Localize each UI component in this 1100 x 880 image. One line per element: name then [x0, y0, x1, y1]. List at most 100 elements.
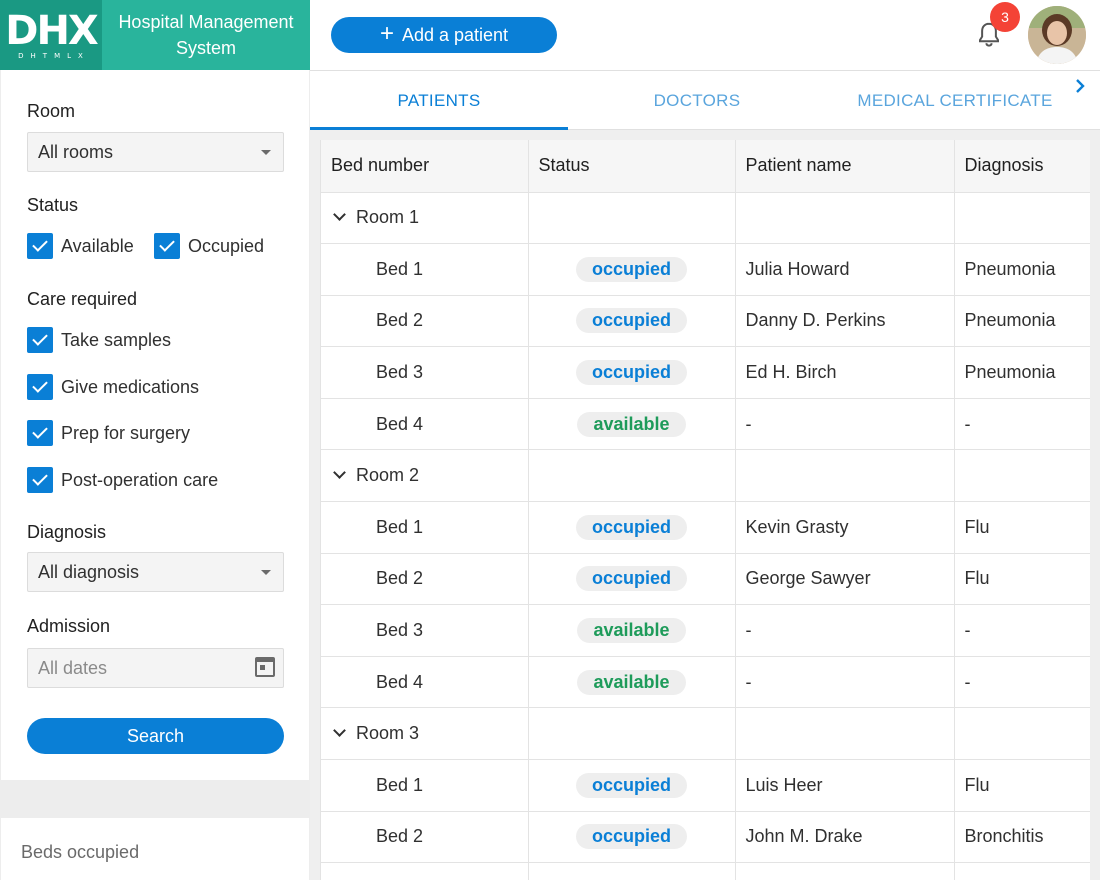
- empty-cell: [954, 707, 1090, 761]
- patient-name-cell: George Sawyer: [735, 553, 955, 606]
- status-badge: occupied: [575, 566, 687, 592]
- table-row[interactable]: Bed 2 occupied John M. Drake Bronchitis: [321, 811, 1090, 864]
- status-occupied-checkbox[interactable]: Occupied: [154, 233, 264, 259]
- group-cell[interactable]: Room 1: [321, 192, 529, 245]
- room-select[interactable]: All rooms: [27, 132, 284, 172]
- group-cell[interactable]: Room 2: [321, 449, 529, 503]
- empty-cell: [954, 449, 1090, 503]
- patients-grid: Bed number Status Patient name Diagnosis…: [320, 140, 1090, 880]
- checkmark-icon: [27, 374, 53, 400]
- column-header-diagnosis[interactable]: Diagnosis: [954, 140, 1090, 193]
- group-row[interactable]: Room 2: [321, 449, 1090, 503]
- group-label: Room 1: [356, 207, 420, 228]
- caret-down-icon: [261, 570, 271, 575]
- filter-panel: Room All rooms Status Available Occupied…: [1, 70, 309, 780]
- search-button[interactable]: Search: [27, 718, 284, 754]
- tab-doctors[interactable]: DOCTORS: [653, 91, 741, 110]
- diagnosis-cell: Flu: [954, 759, 1090, 812]
- prep-for-surgery-checkbox[interactable]: Prep for surgery: [27, 420, 190, 446]
- room-select-value: All rooms: [38, 141, 114, 162]
- bed-number-cell: Bed 2: [321, 295, 529, 348]
- status-cell: occupied: [528, 553, 736, 606]
- bed-number-cell: Bed 1: [321, 759, 529, 812]
- table-row[interactable]: Bed 1 occupied Luis Heer Flu: [321, 759, 1090, 812]
- table-row[interactable]: Bed 3 available - -: [321, 604, 1090, 657]
- diagnosis-cell: Pneumonia: [954, 346, 1090, 399]
- empty-cell: [954, 192, 1090, 245]
- patient-name-cell: John M. Drake: [735, 811, 955, 864]
- diagnosis-cell: Pneumonia: [954, 243, 1090, 296]
- diagnosis-cell: Pneumonia: [954, 295, 1090, 348]
- top-bar: + Add a patient 3: [310, 0, 1100, 71]
- checkbox-label: Occupied: [188, 235, 265, 256]
- status-cell: occupied: [528, 243, 736, 296]
- status-cell: available: [528, 604, 736, 657]
- table-row[interactable]: Bed 3 occupied Ed H. Birch Pneumonia: [321, 346, 1090, 399]
- column-header-patient-name[interactable]: Patient name: [735, 140, 955, 193]
- status-cell: occupied: [528, 759, 736, 812]
- diagnosis-label: Diagnosis: [27, 522, 107, 542]
- table-row[interactable]: Bed 4 available - -: [321, 398, 1090, 451]
- group-row[interactable]: Room 3: [321, 707, 1090, 761]
- checkmark-icon: [27, 420, 53, 446]
- app-title-line-1: Hospital Management: [118, 12, 294, 32]
- chevron-right-icon[interactable]: [1070, 76, 1090, 96]
- column-header-bed-number[interactable]: Bed number: [321, 140, 529, 193]
- give-medications-checkbox[interactable]: Give medications: [27, 374, 199, 400]
- avatar[interactable]: [1028, 6, 1086, 64]
- table-row[interactable]: Bed 2 occupied George Sawyer Flu: [321, 553, 1090, 606]
- tab-patients[interactable]: PATIENTS: [397, 91, 481, 110]
- patient-name-cell: Ed H. Birch: [735, 346, 955, 399]
- table-row[interactable]: Bed 2 occupied Danny D. Perkins Pneumonia: [321, 295, 1090, 348]
- diagnosis-select[interactable]: All diagnosis: [27, 552, 284, 592]
- chevron-down-icon[interactable]: [333, 724, 346, 738]
- status-label: Status: [27, 195, 79, 215]
- post-operation-care-checkbox[interactable]: Post-operation care: [27, 467, 218, 493]
- caret-down-icon: [261, 150, 271, 155]
- calendar-icon[interactable]: [255, 657, 275, 677]
- table-row[interactable]: Bed 4 available - -: [321, 656, 1090, 709]
- group-cell[interactable]: Room 3: [321, 707, 529, 761]
- checkbox-label: Prep for surgery: [61, 422, 191, 443]
- patient-name-cell: Julia Howard: [735, 243, 955, 296]
- take-samples-checkbox[interactable]: Take samples: [27, 327, 171, 353]
- logo-subtext: DHTMLX: [18, 51, 90, 60]
- status-badge: available: [577, 411, 686, 437]
- table-row[interactable]: Bed 1 occupied Kevin Grasty Flu: [321, 501, 1090, 554]
- patient-name-cell: -: [735, 656, 955, 709]
- status-cell: available: [528, 398, 736, 451]
- bed-number-cell: Bed 2: [321, 553, 529, 606]
- table-row[interactable]: Bed 1 occupied Julia Howard Pneumonia: [321, 243, 1090, 296]
- empty-cell: [528, 449, 736, 503]
- status-available-checkbox[interactable]: Available: [27, 233, 134, 259]
- admission-date-input[interactable]: All dates: [27, 648, 284, 688]
- diagnosis-cell: Bronchitis: [954, 811, 1090, 864]
- bed-number-cell: Bed 4: [321, 398, 529, 451]
- avatar-image: [1028, 6, 1086, 64]
- add-patient-button[interactable]: + Add a patient: [331, 17, 557, 53]
- care-required-label: Care required: [27, 289, 138, 309]
- bed-number-cell: Bed 2: [321, 811, 529, 864]
- patient-name-cell: Luis Heer: [735, 759, 955, 812]
- empty-cell: [735, 707, 955, 761]
- diagnosis-cell: -: [954, 604, 1090, 657]
- tab-medical-certificate[interactable]: MEDICAL CERTIFICATE: [857, 91, 1053, 110]
- empty-cell: [528, 192, 736, 245]
- checkmark-icon: [27, 467, 53, 493]
- chevron-down-icon[interactable]: [333, 208, 346, 222]
- column-header-status[interactable]: Status: [528, 140, 736, 193]
- brand-bar: DHX DHTMLX Hospital Management System: [0, 0, 310, 70]
- bed-number-cell: Bed 1: [321, 243, 529, 296]
- sidebar: DHX DHTMLX Hospital Management System Ro…: [0, 0, 310, 880]
- diagnosis-cell: -: [954, 398, 1090, 451]
- grid-header-row: Bed number Status Patient name Diagnosis: [321, 140, 1090, 193]
- diagnosis-cell: [954, 862, 1090, 880]
- bed-number-cell: Bed 1: [321, 501, 529, 554]
- group-row[interactable]: Room 1: [321, 192, 1090, 245]
- beds-occupied-label: Beds occupied: [21, 842, 140, 862]
- chevron-down-icon[interactable]: [333, 466, 346, 480]
- status-badge: occupied: [575, 514, 687, 540]
- table-row[interactable]: [321, 862, 1090, 880]
- status-badge: occupied: [575, 308, 687, 334]
- status-cell: [528, 862, 736, 880]
